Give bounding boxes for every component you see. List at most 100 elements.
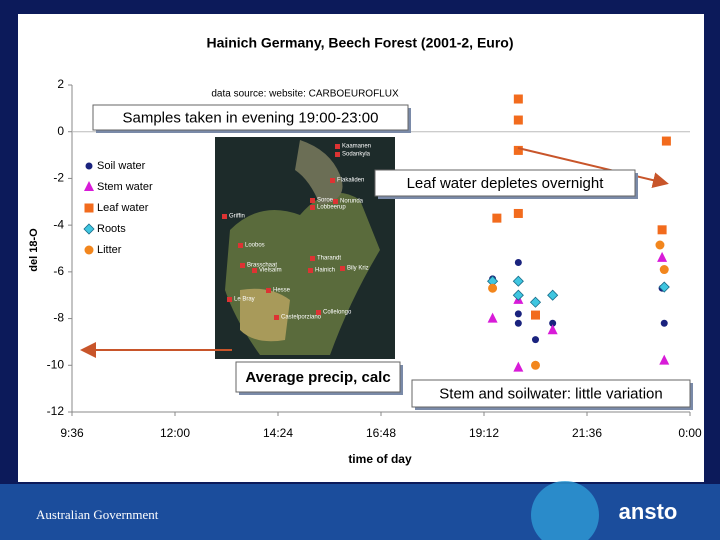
y-axis-label: del 18-O [28, 228, 40, 272]
marker [84, 245, 94, 255]
marker [531, 310, 540, 320]
marker [513, 361, 524, 372]
map-label: Loobos [245, 243, 265, 249]
marker [512, 275, 524, 287]
marker [655, 240, 665, 250]
marker [513, 115, 523, 125]
x-tick-label: 12:00 [160, 426, 190, 440]
map-land [240, 288, 290, 342]
map-label: Hainich [315, 268, 335, 274]
marker [84, 203, 94, 213]
marker [657, 251, 668, 262]
marker [84, 181, 94, 191]
callout-box [235, 361, 401, 393]
chart-title: Hainich Germany, Beech Forest (2001-2, E… [206, 35, 513, 51]
callout-text: Stem and soilwater: little variation [439, 385, 662, 402]
x-axis-label: time of day [348, 452, 412, 466]
map-label: Griffin [229, 214, 245, 220]
marker [659, 354, 670, 365]
marker [512, 289, 524, 301]
y-tick-label: -4 [53, 217, 64, 231]
callout-box [92, 104, 409, 131]
marker [85, 162, 93, 170]
map-site [222, 214, 227, 219]
callout-text: Leaf water depletes overnight [407, 175, 605, 192]
map-label: Soroe [317, 198, 334, 204]
y-tick-label: -12 [47, 404, 65, 418]
map-site [335, 144, 340, 149]
map-label: Tharandt [317, 256, 341, 262]
x-tick-label: 19:12 [469, 426, 499, 440]
y-tick-label: -10 [47, 357, 65, 371]
x-tick-label: 9:36 [60, 426, 84, 440]
marker [549, 319, 557, 327]
marker [661, 136, 671, 146]
map-label: Bily Kriz [347, 266, 369, 272]
marker [658, 281, 670, 293]
y-tick-label: -6 [53, 264, 64, 278]
map-label: Hesse [273, 288, 291, 294]
map-site [310, 198, 315, 203]
marker [513, 208, 523, 218]
marker [514, 310, 522, 318]
x-tick-label: 14:24 [263, 426, 293, 440]
marker [83, 223, 95, 235]
marker [660, 319, 668, 327]
x-tick-label: 16:48 [366, 426, 396, 440]
source-note: data source: website: CARBOEUROFLUX [211, 89, 399, 100]
callout-box [411, 379, 691, 408]
legend-label: Roots [97, 223, 126, 235]
map-label: Le Bray [234, 297, 255, 303]
map-label: Collelongo [323, 310, 352, 316]
legend-box [80, 155, 168, 263]
map-site [227, 297, 232, 302]
marker [488, 283, 498, 293]
plot: -12 -10 -8 -6 -4 -2 0 2 9:36 12:00 14:24 16:48 19:12… [47, 77, 702, 440]
y-tick-label: -8 [53, 311, 64, 325]
legend-label: Litter [97, 244, 122, 256]
callout-box [374, 169, 636, 197]
marker [532, 336, 539, 344]
marker [487, 312, 498, 323]
map-site [316, 310, 321, 315]
map-site [252, 268, 257, 273]
map-site [240, 263, 245, 268]
map-label: Castelporziano [281, 315, 322, 321]
map-site [335, 152, 340, 157]
x-tick-label: 21:36 [572, 426, 602, 440]
map-site [330, 178, 335, 183]
globe-icon [531, 481, 599, 545]
map-land [295, 140, 343, 205]
legend-label: Soil water [97, 160, 146, 172]
map-site [266, 288, 271, 293]
government-label: Australian Government [36, 507, 159, 522]
marker [514, 319, 522, 327]
map-site [310, 205, 315, 210]
y-tick-label: -2 [53, 171, 64, 185]
overlay: Soil water Stem water Leaf water Roots Litte… [80, 104, 693, 410]
map-label: Flakaliden [337, 178, 364, 184]
marker [513, 145, 523, 155]
map-label: Vielsalm [259, 268, 282, 274]
x-tick-label: 0:00 [678, 426, 702, 440]
y-tick-label: 2 [57, 77, 64, 91]
legend-label: Stem water [97, 181, 153, 193]
map-site [308, 268, 313, 273]
map-label: Sodankyla [342, 152, 371, 158]
callout-text: Samples taken in evening 19:00-23:00 [122, 109, 378, 126]
map-label: Lobbeerup [317, 205, 346, 211]
marker [513, 94, 523, 104]
map-site [274, 315, 279, 320]
map-site [238, 243, 243, 248]
y-tick-label: 0 [57, 124, 64, 138]
footer-band [0, 484, 720, 540]
marker [531, 360, 540, 370]
map-label: Norunda [340, 199, 364, 205]
marker [547, 324, 558, 335]
map-site [340, 266, 345, 271]
marker [547, 289, 559, 301]
map-label: Brasschaat [247, 263, 277, 269]
marker [659, 265, 669, 275]
map-site [310, 256, 315, 261]
